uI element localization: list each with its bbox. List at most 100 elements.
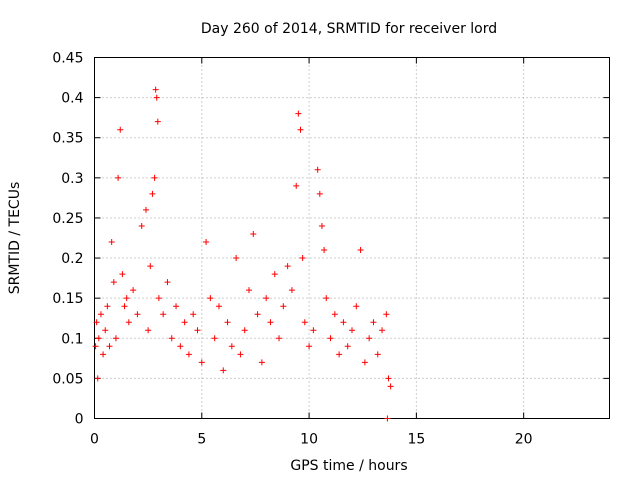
data-point bbox=[100, 351, 107, 358]
data-point bbox=[357, 247, 364, 254]
y-tick-label: 0.35 bbox=[52, 131, 83, 147]
data-point bbox=[154, 118, 161, 125]
data-point bbox=[327, 335, 334, 342]
data-point bbox=[250, 230, 257, 237]
data-point bbox=[125, 319, 132, 326]
data-point bbox=[134, 311, 141, 318]
data-point bbox=[340, 319, 347, 326]
data-point bbox=[228, 343, 235, 350]
data-point bbox=[155, 295, 162, 302]
data-point bbox=[145, 327, 152, 334]
data-point bbox=[323, 295, 330, 302]
data-point bbox=[108, 239, 115, 246]
data-point bbox=[280, 303, 287, 310]
data-point bbox=[102, 327, 109, 334]
y-tick-label: 0.1 bbox=[61, 331, 83, 347]
data-point bbox=[314, 166, 321, 173]
data-point bbox=[293, 182, 300, 189]
data-point bbox=[181, 319, 188, 326]
data-point bbox=[254, 311, 261, 318]
tick-labels: 0 0.05 0.1 0.15 0.2 0.25 0.3 0.35 0.4 0.45 0 5 10 15 2… bbox=[52, 51, 532, 448]
data-point bbox=[173, 303, 180, 310]
x-tick-label: 15 bbox=[407, 432, 425, 448]
data-point bbox=[164, 279, 171, 286]
x-tick-label: 20 bbox=[515, 432, 533, 448]
data-point bbox=[198, 359, 205, 366]
x-axis-label: GPS time / hours bbox=[290, 458, 407, 474]
data-point bbox=[284, 263, 291, 270]
data-point bbox=[384, 415, 391, 422]
y-tick-label: 0.45 bbox=[52, 51, 83, 67]
data-point bbox=[130, 287, 137, 294]
data-point bbox=[224, 319, 231, 326]
y-tick-label: 0.25 bbox=[52, 211, 83, 227]
data-point bbox=[207, 295, 214, 302]
data-point bbox=[143, 206, 149, 213]
data-point bbox=[306, 343, 313, 350]
data-point bbox=[215, 303, 222, 310]
chart-title: Day 260 of 2014, SRMTID for receiver lor… bbox=[201, 21, 497, 37]
data-point bbox=[112, 335, 119, 342]
data-point bbox=[168, 335, 175, 342]
y-tick-label: 0.3 bbox=[61, 171, 83, 187]
data-point bbox=[276, 335, 283, 342]
data-point bbox=[203, 239, 210, 246]
data-point bbox=[316, 190, 323, 197]
data-point bbox=[177, 343, 184, 350]
data-point bbox=[106, 343, 113, 350]
data-point bbox=[370, 319, 377, 326]
data-point bbox=[138, 222, 145, 229]
data-point bbox=[160, 311, 167, 318]
y-axis-label: SRMTID / TECUs bbox=[7, 182, 23, 295]
data-point bbox=[117, 126, 124, 133]
data-point bbox=[295, 110, 302, 117]
x-tick-label: 10 bbox=[300, 432, 318, 448]
y-tick-label: 0.05 bbox=[52, 371, 83, 387]
data-point bbox=[349, 327, 355, 334]
data-point bbox=[258, 359, 265, 366]
data-point bbox=[121, 303, 128, 310]
data-point bbox=[336, 351, 343, 358]
data-point bbox=[115, 174, 122, 181]
y-tick-label: 0.15 bbox=[52, 291, 83, 307]
data-point bbox=[366, 335, 373, 342]
data-point bbox=[220, 367, 227, 374]
data-point bbox=[194, 327, 201, 334]
data-point bbox=[288, 287, 295, 294]
data-point bbox=[94, 375, 101, 382]
data-point bbox=[190, 311, 197, 318]
data-point bbox=[271, 271, 278, 278]
data-point bbox=[353, 303, 360, 310]
data-point bbox=[241, 327, 248, 334]
data-point bbox=[149, 190, 156, 197]
data-point bbox=[153, 94, 160, 101]
data-point bbox=[263, 295, 270, 302]
x-tick-label: 5 bbox=[197, 432, 206, 448]
data-point bbox=[383, 311, 390, 318]
data-point bbox=[92, 343, 99, 350]
data-point bbox=[310, 327, 317, 334]
data-point bbox=[374, 351, 381, 358]
data-point bbox=[246, 287, 252, 294]
data-point bbox=[331, 311, 338, 318]
data-point bbox=[267, 319, 274, 326]
axis-ticks bbox=[94, 57, 610, 419]
data-point bbox=[147, 263, 154, 270]
data-point bbox=[185, 351, 192, 358]
data-point bbox=[237, 351, 244, 358]
data-point bbox=[151, 174, 158, 181]
data-point bbox=[297, 126, 304, 133]
data-point bbox=[119, 271, 126, 278]
plot-frame bbox=[94, 57, 610, 419]
data-point bbox=[95, 335, 102, 342]
data-point bbox=[387, 383, 394, 390]
data-point bbox=[318, 222, 325, 229]
x-tick-label: 0 bbox=[90, 432, 99, 448]
data-point bbox=[233, 255, 240, 262]
data-point bbox=[321, 247, 328, 254]
data-point bbox=[110, 279, 117, 286]
data-point bbox=[104, 303, 111, 310]
data-point bbox=[93, 319, 100, 326]
data-marks bbox=[92, 86, 394, 422]
